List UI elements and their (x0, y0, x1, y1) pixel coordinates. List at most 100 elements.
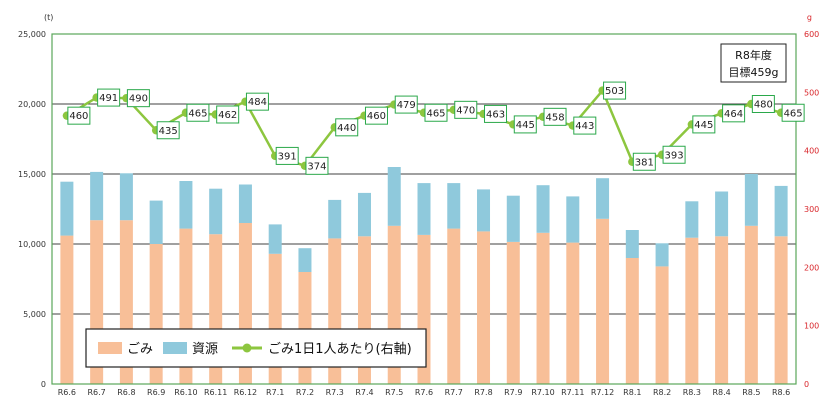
bar-shigen (90, 171, 104, 221)
bar-gomi (566, 242, 580, 384)
data-label-box (305, 156, 329, 175)
data-label: 391 (278, 151, 297, 162)
x-tick-label: R7.1 (266, 388, 284, 397)
data-label-box (97, 88, 121, 107)
bar-gomi (596, 218, 610, 384)
right-tick-label: 100 (804, 322, 819, 331)
data-label-box (484, 104, 508, 123)
data-label: 484 (248, 97, 267, 108)
right-axis: 0 100 200 300 400 500 600 (804, 30, 819, 389)
data-label-box (543, 107, 567, 126)
data-label: 470 (456, 105, 475, 116)
data-label-box (394, 95, 418, 114)
x-tick-label: R7.9 (504, 388, 522, 397)
data-label-box (722, 104, 746, 123)
data-label: 463 (486, 109, 505, 120)
x-tick-label: R6.8 (117, 388, 135, 397)
bar-shigen (119, 173, 133, 221)
bar-shigen (298, 248, 312, 272)
right-tick-label: 500 (804, 88, 819, 97)
legend: ごみ 資源 ごみ1日1人あたり(右軸) (85, 328, 427, 368)
bar-shigen (596, 178, 610, 219)
data-label: 440 (337, 123, 356, 134)
data-label-box (67, 106, 91, 125)
right-tick-label: 600 (804, 30, 819, 39)
bar-shigen (774, 185, 788, 237)
bar-gomi (744, 225, 758, 384)
x-tick-label: R7.3 (326, 388, 344, 397)
x-tick-label: R7.2 (296, 388, 314, 397)
data-label: 381 (635, 157, 654, 168)
data-label-box (364, 106, 388, 125)
legend-swatch-shigen (163, 342, 187, 354)
data-label: 480 (754, 100, 773, 111)
data-label: 465 (188, 108, 207, 119)
bar-shigen (655, 243, 669, 267)
bar-shigen (328, 199, 342, 239)
data-label-box (186, 103, 210, 122)
x-tick-label: R7.6 (415, 388, 433, 397)
data-label: 445 (516, 120, 535, 131)
x-tick-label: R7.4 (355, 388, 373, 397)
bar-gomi (685, 237, 699, 384)
x-tick-label: R8.5 (742, 388, 760, 397)
data-label: 490 (129, 94, 148, 105)
x-tick-label: R8.6 (772, 388, 790, 397)
left-axis-unit: (t) (44, 13, 53, 22)
legend-label-gomi: ごみ (127, 341, 153, 357)
right-tick-label: 400 (804, 147, 819, 156)
bar-shigen (417, 183, 431, 235)
bar-shigen (477, 189, 491, 232)
data-label-box (454, 100, 478, 119)
data-label-box (245, 92, 269, 111)
data-label: 503 (605, 86, 624, 97)
data-label-box (662, 145, 686, 164)
bar-shigen (506, 195, 520, 242)
data-label-box (275, 146, 299, 165)
target-value: 目標459g (729, 65, 779, 79)
data-label-box (781, 103, 805, 122)
x-tick-label: R7.8 (474, 388, 492, 397)
legend-label-shigen: 資源 (192, 342, 218, 357)
data-label-box (216, 105, 240, 124)
right-tick-label: 0 (804, 380, 809, 389)
data-label-box (692, 115, 716, 134)
x-tick-label: R6.9 (147, 388, 165, 397)
bar-shigen (209, 188, 223, 235)
left-tick-label: 0 (41, 380, 46, 389)
legend-marker (242, 343, 252, 353)
left-tick-label: 10,000 (18, 240, 46, 249)
bar-gomi (506, 241, 520, 384)
plot-frame (51, 33, 797, 385)
data-label: 458 (545, 112, 564, 123)
left-tick-label: 15,000 (18, 170, 46, 179)
x-tick-label: R8.4 (712, 388, 730, 397)
x-tick-label: R6.12 (234, 388, 257, 397)
bar-shigen (566, 196, 580, 243)
data-label: 374 (307, 161, 326, 172)
bar-gomi (774, 236, 788, 384)
data-label: 491 (99, 93, 118, 104)
bar-shigen (715, 191, 729, 237)
bar-shigen (625, 230, 639, 258)
data-label: 393 (665, 150, 684, 161)
bar-shigen (744, 174, 758, 226)
data-label-box (424, 103, 448, 122)
x-axis: R6.6 R6.7 R6.8 R6.9 R6.10 R6.11 R6.12 R7.1 R7.2 R… (58, 388, 791, 397)
data-label: 460 (367, 111, 386, 122)
bar-shigen (447, 183, 461, 229)
data-label: 464 (724, 109, 743, 120)
bar-gomi (655, 266, 669, 384)
x-tick-label: R6.7 (87, 388, 105, 397)
x-tick-label: R7.7 (445, 388, 463, 397)
x-tick-label: R7.11 (561, 388, 584, 397)
data-labels: 460 491 490 435 465 462 484 391 374 440 460 479 465 4… (67, 81, 805, 175)
bar-shigen (179, 181, 193, 229)
bar-shigen (536, 185, 550, 233)
x-tick-label: R7.12 (591, 388, 614, 397)
right-tick-label: 200 (804, 263, 819, 272)
x-tick-label: R6.10 (174, 388, 197, 397)
data-label-box (751, 95, 775, 113)
bar-shigen (387, 167, 401, 226)
right-axis-unit: g (807, 13, 812, 22)
